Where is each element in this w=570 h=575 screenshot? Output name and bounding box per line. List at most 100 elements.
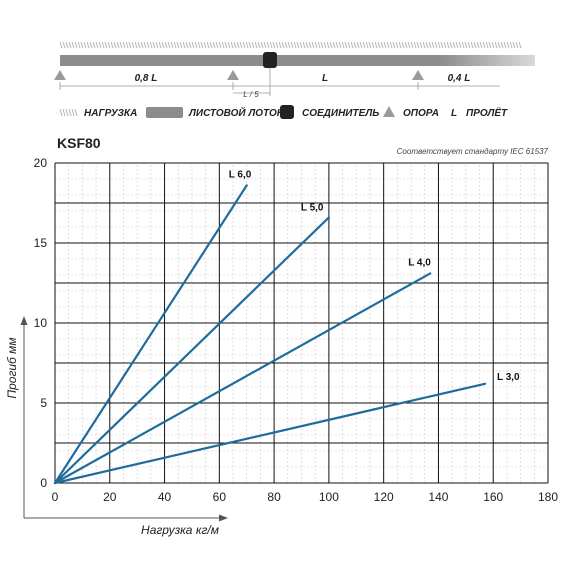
legend-load-icon — [59, 108, 78, 117]
load-hatch-stroke — [173, 41, 177, 49]
load-hatch-stroke — [503, 41, 507, 49]
load-hatch-stroke — [107, 41, 111, 49]
load-hatch-stroke — [359, 41, 363, 49]
connector-block — [263, 52, 277, 68]
y-axis-title: Прогиб мм — [5, 337, 19, 398]
span-scheme: 0,8 L L 0,4 L L / 5 — [54, 41, 535, 99]
load-hatch-stroke — [326, 41, 330, 49]
plot-area: L 6,0L 5,0L 4,0L 3,0 0 20 40 60 80 100 120 140 1… — [34, 156, 559, 504]
load-hatch-stroke — [272, 41, 276, 49]
load-hatch-stroke — [314, 41, 318, 49]
legend-span-symbol: L — [451, 108, 457, 119]
load-hatch-stroke — [338, 41, 342, 49]
load-hatch-stroke — [239, 41, 243, 49]
load-hatch-stroke — [323, 41, 327, 49]
legend-hatch-stroke — [74, 108, 78, 117]
load-hatch-stroke — [176, 41, 180, 49]
load-hatch-stroke — [71, 41, 75, 49]
load-hatch-stroke — [425, 41, 429, 49]
legend-connector-icon — [280, 105, 294, 119]
load-hatch-stroke — [197, 41, 201, 49]
load-hatch-stroke — [398, 41, 402, 49]
load-hatch-stroke — [116, 41, 120, 49]
load-hatch-stroke — [344, 41, 348, 49]
legend-hatch-stroke — [65, 108, 69, 117]
legend-tray-icon — [146, 107, 183, 118]
load-hatch-stroke — [86, 41, 90, 49]
load-hatch-stroke — [236, 41, 240, 49]
load-hatch-stroke — [449, 41, 453, 49]
load-hatch-stroke — [242, 41, 246, 49]
load-hatch-stroke — [212, 41, 216, 49]
load-hatch-stroke — [368, 41, 372, 49]
load-hatch-stroke — [134, 41, 138, 49]
y-tick-labels: 0 5 10 15 20 — [34, 156, 48, 490]
load-hatch-stroke — [500, 41, 504, 49]
load-hatch-stroke — [68, 41, 72, 49]
load-hatch-stroke — [221, 41, 225, 49]
series-label: L 4,0 — [408, 257, 431, 268]
load-hatch — [59, 41, 522, 49]
series-line — [53, 184, 248, 485]
series-line — [53, 382, 487, 485]
x-tick-label: 120 — [374, 490, 394, 504]
load-hatch-stroke — [113, 41, 117, 49]
load-hatch-stroke — [125, 41, 129, 49]
load-hatch-stroke — [152, 41, 156, 49]
load-hatch-stroke — [89, 41, 93, 49]
load-hatch-stroke — [149, 41, 153, 49]
load-hatch-stroke — [293, 41, 297, 49]
load-hatch-stroke — [371, 41, 375, 49]
load-hatch-stroke — [443, 41, 447, 49]
load-hatch-stroke — [167, 41, 171, 49]
legend-hatch-stroke — [71, 108, 75, 117]
y-tick-label: 15 — [34, 236, 48, 250]
tray-bar — [60, 55, 535, 66]
load-hatch-stroke — [299, 41, 303, 49]
load-hatch-stroke — [374, 41, 378, 49]
series-label: L 3,0 — [497, 372, 520, 383]
load-hatch-stroke — [407, 41, 411, 49]
load-hatch-stroke — [467, 41, 471, 49]
y-tick-label: 0 — [40, 476, 47, 490]
load-hatch-stroke — [413, 41, 417, 49]
load-hatch-stroke — [137, 41, 141, 49]
load-hatch-stroke — [245, 41, 249, 49]
legend-hatch-stroke — [68, 108, 72, 117]
support-triangle-3 — [412, 70, 424, 80]
load-hatch-stroke — [287, 41, 291, 49]
load-hatch-stroke — [461, 41, 465, 49]
x-tick-label: 80 — [267, 490, 281, 504]
load-hatch-stroke — [131, 41, 135, 49]
load-hatch-stroke — [83, 41, 87, 49]
support-triangle-2 — [227, 70, 239, 80]
load-hatch-stroke — [74, 41, 78, 49]
load-hatch-stroke — [308, 41, 312, 49]
load-hatch-stroke — [455, 41, 459, 49]
load-hatch-stroke — [119, 41, 123, 49]
load-hatch-stroke — [422, 41, 426, 49]
load-hatch-stroke — [269, 41, 273, 49]
load-hatch-stroke — [209, 41, 213, 49]
load-hatch-stroke — [395, 41, 399, 49]
load-hatch-stroke — [203, 41, 207, 49]
span-label-3: 0,4 L — [448, 73, 471, 84]
legend-support-icon — [383, 106, 395, 117]
legend: НАГРУЗКА ЛИСТОВОЙ ЛОТОК СОЕДИНИТЕЛЬ ОПОР… — [59, 105, 508, 119]
load-hatch-stroke — [497, 41, 501, 49]
load-hatch-stroke — [488, 41, 492, 49]
load-hatch-stroke — [215, 41, 219, 49]
load-hatch-stroke — [104, 41, 108, 49]
load-hatch-stroke — [224, 41, 228, 49]
load-hatch-stroke — [251, 41, 255, 49]
load-hatch-stroke — [515, 41, 519, 49]
load-hatch-stroke — [200, 41, 204, 49]
load-hatch-stroke — [377, 41, 381, 49]
x-axis-title: Нагрузка кг/м — [141, 523, 219, 537]
load-hatch-stroke — [416, 41, 420, 49]
series-line — [53, 272, 432, 485]
load-hatch-stroke — [194, 41, 198, 49]
legend-load-label: НАГРУЗКА — [84, 108, 137, 119]
y-tick-label: 5 — [40, 396, 47, 410]
